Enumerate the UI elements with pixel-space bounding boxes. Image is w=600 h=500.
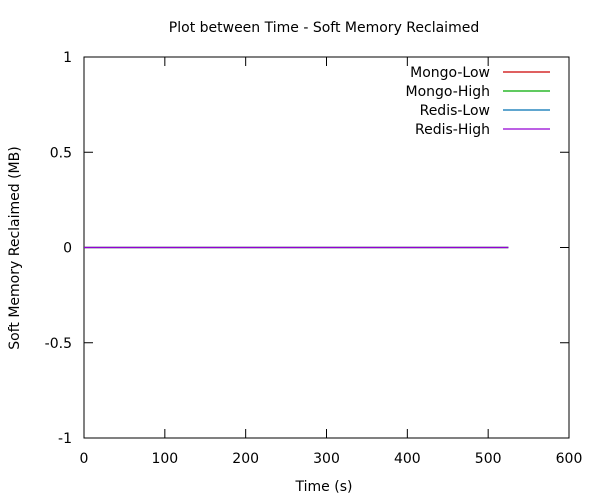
x-axis-title: Time (s) (295, 479, 353, 495)
x-tick-label: 500 (475, 451, 502, 467)
legend: Mongo-Low Mongo-High Redis-Low Redis-High (406, 65, 550, 138)
y-tick-label: 1 (63, 50, 72, 66)
y-axis-title: Soft Memory Reclaimed (MB) (7, 146, 23, 349)
x-tick-label: 300 (313, 451, 340, 467)
legend-label-mongo-low: Mongo-Low (410, 65, 490, 81)
chart-title: Plot between Time - Soft Memory Reclaime… (169, 20, 479, 36)
x-tick-label: 0 (80, 451, 89, 467)
legend-label-redis-low: Redis-Low (420, 103, 490, 119)
y-tick-label: 0 (63, 241, 72, 257)
x-tick-label: 100 (151, 451, 178, 467)
x-tick-label: 600 (556, 451, 583, 467)
x-tick-label: 200 (232, 451, 259, 467)
x-tick-label: 400 (394, 451, 421, 467)
y-axis-ticks: 1 0.5 0 -0.5 -1 (45, 50, 569, 447)
y-tick-label: -1 (58, 431, 72, 447)
legend-label-mongo-high: Mongo-High (406, 84, 490, 100)
x-axis-ticks: 0 100 200 300 400 500 600 (80, 57, 583, 467)
y-tick-label: -0.5 (45, 336, 72, 352)
y-tick-label: 0.5 (50, 145, 72, 161)
legend-label-redis-high: Redis-High (415, 122, 490, 138)
